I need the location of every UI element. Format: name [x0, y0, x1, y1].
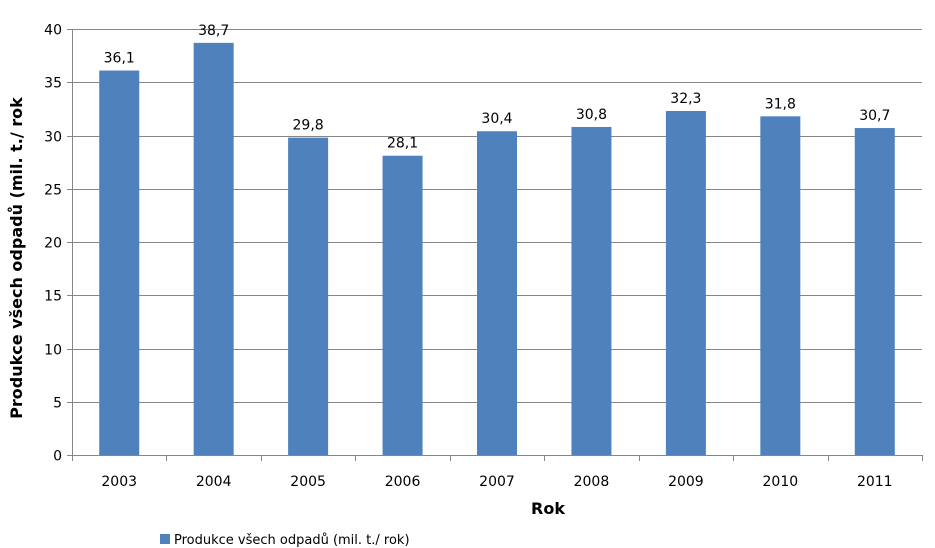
tick-labels: 0 5 10 15 20 25 30 35 40 2003 2004 2005 2006 2007 2008… [44, 23, 892, 491]
bar [288, 137, 329, 455]
y-tick-label: 5 [53, 396, 62, 412]
data-label: 30,8 [576, 107, 607, 123]
bar [760, 116, 801, 455]
bar [854, 128, 895, 456]
x-tick-label: 2005 [290, 474, 326, 490]
x-tick-label: 2011 [857, 474, 893, 490]
data-label: 36,1 [104, 51, 135, 67]
x-axis-title: Rok [531, 499, 565, 518]
y-tick-label: 40 [44, 23, 62, 39]
y-axis-title: Produkce všech odpadů (mil. t./ rok [7, 97, 26, 419]
bar [665, 111, 706, 455]
data-label: 29,8 [293, 118, 324, 134]
bar [382, 155, 423, 456]
data-label: 30,4 [481, 111, 512, 127]
bars [99, 42, 895, 456]
bar [571, 126, 612, 455]
data-label: 30,7 [859, 108, 890, 124]
y-tick-label: 15 [44, 289, 62, 305]
y-tick-label: 30 [44, 130, 62, 146]
x-tick-label: 2006 [385, 474, 421, 490]
x-tick-label: 2003 [101, 474, 137, 490]
x-tick-label: 2009 [668, 474, 704, 490]
legend-label: Produkce všech odpadů (mil. t./ rok) [174, 533, 410, 548]
bar [99, 70, 140, 455]
x-tick-label: 2010 [763, 474, 799, 490]
bar [477, 131, 517, 456]
x-tick-label: 2008 [574, 474, 610, 490]
y-tick-label: 10 [44, 343, 62, 359]
data-label: 31,8 [765, 96, 796, 112]
y-tick-label: 20 [44, 236, 62, 252]
bar [193, 42, 234, 455]
data-label: 32,3 [670, 91, 701, 107]
data-labels: 36,1 38,7 29,8 28,1 30,4 30,8 32,3 31,8 30,7 [104, 23, 891, 152]
axes [67, 29, 923, 461]
x-tick-label: 2007 [479, 474, 515, 490]
y-tick-label: 0 [53, 449, 62, 465]
data-label: 28,1 [387, 136, 418, 152]
legend: Produkce všech odpadů (mil. t./ rok) [160, 533, 410, 548]
y-tick-label: 25 [44, 183, 62, 199]
data-label: 38,7 [198, 23, 229, 39]
y-tick-label: 35 [44, 76, 62, 92]
x-tick-label: 2004 [196, 474, 232, 490]
legend-swatch [160, 534, 170, 544]
